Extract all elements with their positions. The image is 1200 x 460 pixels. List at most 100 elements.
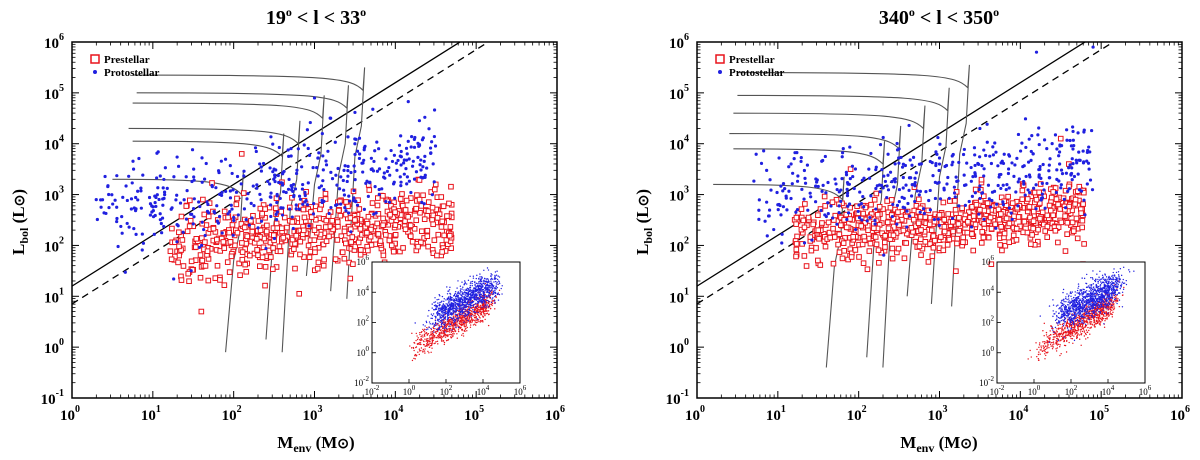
data-point-protostellar	[984, 153, 988, 158]
inset-point-protostellar	[483, 291, 486, 293]
data-point-protostellar	[1012, 174, 1016, 178]
data-point-protostellar	[955, 179, 959, 183]
data-point-protostellar	[335, 203, 339, 207]
inset-point-protostellar	[470, 281, 472, 283]
data-point-prestellar	[364, 220, 371, 227]
data-point-protostellar	[384, 157, 388, 161]
inset-point-protostellar	[469, 315, 471, 317]
data-point-protostellar	[924, 190, 928, 194]
data-point-protostellar	[256, 226, 260, 230]
data-point-protostellar	[307, 224, 311, 228]
data-point-prestellar	[387, 211, 393, 218]
data-point-prestellar	[380, 222, 386, 229]
data-point-protostellar	[416, 141, 420, 145]
data-point-prestellar	[234, 229, 241, 236]
inset-point-prestellar	[468, 322, 471, 324]
inset-point-protostellar	[498, 293, 501, 296]
data-point-protostellar	[969, 179, 973, 183]
data-point-prestellar	[822, 203, 828, 209]
legend-label-prestellar: Prestellar	[104, 54, 150, 66]
data-point-prestellar	[330, 226, 336, 233]
data-point-protostellar	[1090, 188, 1095, 192]
inset-point-protostellar	[452, 295, 455, 297]
data-point-protostellar	[284, 190, 288, 195]
data-point-protostellar	[396, 158, 400, 163]
inset-point-protostellar	[464, 312, 466, 315]
data-point-protostellar	[246, 192, 250, 196]
data-point-protostellar	[962, 173, 966, 177]
data-point-protostellar	[1043, 206, 1047, 210]
inset-point-protostellar	[455, 311, 457, 313]
data-point-protostellar	[182, 198, 186, 202]
data-point-prestellar	[262, 264, 269, 270]
inset-point-protostellar	[463, 314, 465, 317]
data-point-protostellar	[131, 167, 136, 171]
data-point-prestellar	[889, 255, 896, 262]
data-point-protostellar	[1018, 149, 1023, 153]
data-point-protostellar	[815, 180, 819, 184]
data-point-protostellar	[1067, 166, 1071, 170]
data-point-protostellar	[202, 177, 207, 181]
data-point-prestellar	[364, 229, 370, 236]
inset-point-protostellar	[486, 304, 489, 306]
inset-point-protostellar	[462, 308, 465, 310]
data-point-protostellar	[213, 211, 217, 215]
data-point-prestellar	[815, 257, 821, 264]
data-point-protostellar	[132, 206, 136, 210]
y-tick-label: 10-1	[41, 388, 64, 408]
inset-point-protostellar	[454, 290, 457, 293]
inset-point-protostellar	[466, 305, 469, 308]
data-point-prestellar	[793, 214, 800, 221]
data-point-protostellar	[197, 245, 202, 250]
inset-point-protostellar	[432, 322, 434, 324]
data-point-prestellar	[205, 213, 212, 220]
data-point-protostellar	[139, 186, 143, 190]
inset-point-prestellar	[428, 346, 431, 348]
data-point-protostellar	[157, 197, 161, 202]
data-point-protostellar	[1054, 190, 1058, 195]
data-point-prestellar	[965, 219, 971, 225]
data-point-prestellar	[411, 225, 418, 232]
data-point-protostellar	[837, 204, 841, 208]
inset-point-prestellar	[445, 325, 448, 328]
data-point-prestellar	[866, 248, 873, 254]
data-point-prestellar	[278, 208, 285, 215]
data-point-protostellar	[845, 191, 850, 195]
inset-point-protostellar	[490, 280, 492, 282]
inset-point-prestellar	[430, 351, 432, 354]
inset-point-prestellar	[413, 342, 416, 344]
x-axis-label: Menv (M⊙)	[277, 433, 354, 455]
data-point-prestellar	[959, 205, 965, 211]
data-point-protostellar	[1059, 168, 1064, 172]
inset-point-protostellar	[463, 298, 465, 300]
inset-point-protostellar	[497, 299, 500, 301]
data-point-prestellar	[1036, 189, 1042, 196]
inset-point-prestellar	[463, 325, 466, 327]
data-point-protostellar	[780, 241, 784, 245]
data-point-protostellar	[1027, 137, 1031, 141]
inset-y-tick-label: 102	[357, 315, 370, 328]
inset-point-prestellar	[451, 321, 454, 324]
data-point-protostellar	[346, 164, 350, 169]
inset-point-prestellar	[473, 309, 476, 311]
inset-point-protostellar	[453, 305, 455, 307]
data-point-protostellar	[982, 174, 986, 178]
data-point-protostellar	[915, 189, 919, 193]
data-point-protostellar	[307, 153, 312, 158]
data-point-protostellar	[391, 182, 396, 186]
data-point-prestellar	[1048, 194, 1055, 201]
inset-point-prestellar	[421, 334, 423, 336]
inset-point-protostellar	[438, 314, 440, 316]
data-point-protostellar	[902, 196, 906, 201]
inset-point-protostellar	[424, 325, 426, 327]
data-point-prestellar	[405, 214, 411, 220]
data-point-protostellar	[1081, 149, 1085, 153]
data-point-prestellar	[1080, 201, 1086, 207]
inset-point-protostellar	[482, 293, 485, 295]
data-point-prestellar	[918, 227, 924, 233]
data-point-protostellar	[132, 226, 136, 231]
inset-point-prestellar	[461, 315, 463, 317]
data-point-protostellar	[297, 194, 302, 198]
inset-point-protostellar	[443, 304, 445, 307]
inset-point-prestellar	[415, 339, 417, 342]
